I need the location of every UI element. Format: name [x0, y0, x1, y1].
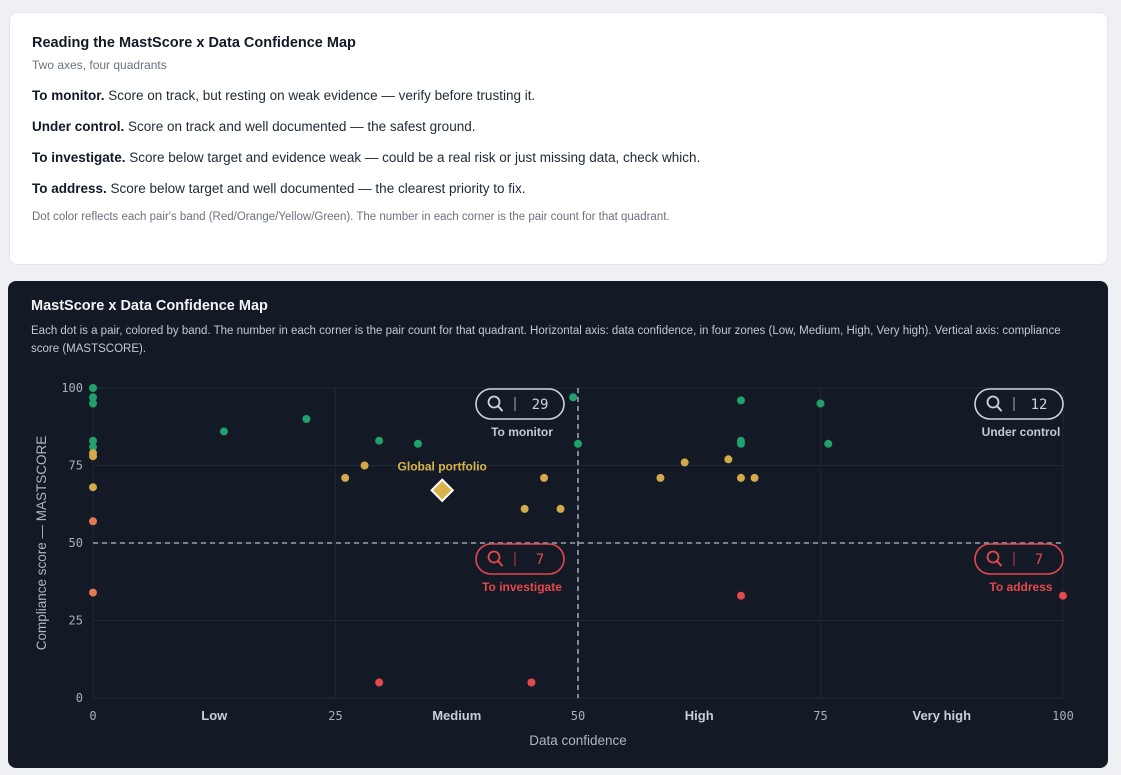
y-tick-label: 25	[69, 614, 83, 628]
quadrant-count: 7	[1035, 552, 1043, 568]
x-tick-label: 100	[1052, 709, 1074, 723]
data-point-yellow	[89, 452, 97, 461]
data-point-yellow	[736, 473, 745, 482]
data-point-yellow	[341, 473, 350, 482]
data-point-red	[736, 591, 745, 600]
portfolio-marker: Global portfolio	[398, 459, 487, 503]
quadrant-badge-control[interactable]: 12 Under control	[974, 388, 1064, 439]
badge-pill	[974, 543, 1064, 575]
y-tick-label: 100	[61, 381, 83, 395]
badge-pill	[475, 388, 565, 420]
guide-title: Reading the MastScore x Data Confidence …	[32, 35, 356, 51]
axis-ticks: 0 25 50 75 100 0 25 50 75 100	[61, 381, 1074, 723]
data-point-orange	[89, 588, 97, 597]
quadrant-guide-card: Reading the MastScore x Data Confidence …	[9, 12, 1108, 265]
zone-label: High	[685, 708, 714, 723]
guide-item-address: To address. Score below target and well …	[32, 181, 526, 196]
data-point-green	[89, 436, 97, 445]
data-point-green	[413, 439, 422, 448]
zone-label: Medium	[432, 708, 481, 723]
data-point-green	[89, 442, 97, 451]
data-point-yellow	[89, 483, 97, 492]
data-point-green	[219, 427, 228, 436]
data-point-green	[89, 393, 97, 402]
guide-subtitle: Two axes, four quadrants	[32, 58, 167, 72]
data-point-green	[736, 439, 745, 448]
data-point-red	[375, 678, 384, 687]
search-icon	[487, 550, 503, 567]
data-point-red	[1059, 591, 1067, 600]
guide-item-investigate: To investigate. Score below target and e…	[32, 150, 701, 165]
quadrant-label: To investigate	[482, 580, 562, 594]
search-icon	[487, 395, 503, 412]
search-icon	[986, 395, 1002, 412]
data-point-orange	[89, 517, 97, 526]
badge-pill	[974, 388, 1064, 420]
data-point-green	[574, 439, 582, 448]
x-tick-label: 75	[813, 709, 827, 723]
quadrant-label: Under control	[982, 425, 1061, 439]
quadrant-count: 7	[536, 552, 544, 568]
data-points	[89, 384, 1067, 687]
data-point-yellow	[680, 458, 689, 467]
data-point-yellow	[724, 455, 733, 464]
data-point-green	[736, 396, 745, 405]
guide-note: Dot color reflects each pair's band (Red…	[32, 211, 670, 223]
data-point-yellow	[520, 504, 529, 513]
data-point-yellow	[540, 473, 549, 482]
guide-item-monitor: To monitor. Score on track, but resting …	[32, 88, 536, 103]
map-card: 0 25 50 75 100 0 25 50 75 100 Low Medium High Very h…	[8, 281, 1108, 768]
data-point-green	[375, 436, 384, 445]
threshold-lines	[93, 388, 1063, 698]
search-icon	[986, 550, 1002, 567]
quadrant-count: 29	[532, 397, 549, 413]
quadrant-badge-investigate[interactable]: 7 To investigate	[475, 543, 565, 594]
data-point-yellow	[750, 473, 759, 482]
zone-label: Very high	[912, 708, 971, 723]
quadrant-count: 12	[1031, 397, 1048, 413]
data-point-yellow	[556, 504, 565, 513]
data-point-yellow	[360, 461, 369, 470]
data-point-green	[89, 399, 97, 408]
quadrant-badge-address[interactable]: 7 To address	[974, 543, 1064, 594]
map-description: Each dot is a pair, colored by band. The…	[31, 325, 1061, 355]
y-tick-label: 0	[76, 691, 83, 705]
x-tick-label: 50	[571, 709, 585, 723]
guide-item-control: Under control. Score on track and well d…	[32, 119, 476, 134]
data-point-green	[302, 415, 311, 423]
badge-pill	[475, 543, 565, 575]
x-tick-label: 0	[89, 709, 96, 723]
portfolio-label: Global portfolio	[398, 459, 487, 473]
zone-labels: Low Medium High Very high	[201, 708, 971, 723]
map-title: MastScore x Data Confidence Map	[31, 298, 268, 314]
y-tick-label: 50	[69, 536, 83, 550]
data-point-yellow	[656, 473, 665, 482]
portfolio-diamond	[430, 478, 455, 503]
y-tick-label: 75	[69, 459, 83, 473]
data-point-red	[527, 678, 536, 687]
data-point-green	[569, 393, 578, 402]
x-axis-label: Data confidence	[529, 733, 627, 748]
quadrant-badge-monitor[interactable]: 29 To monitor	[475, 388, 565, 439]
scatter-plot: 0 25 50 75 100 0 25 50 75 100 Low Medium High Very h…	[34, 381, 1074, 748]
x-tick-label: 25	[328, 709, 342, 723]
y-axis-label: Compliance score — MASTSCORE	[34, 436, 49, 651]
data-point-green	[89, 384, 97, 392]
quadrant-label: To address	[989, 580, 1052, 594]
data-point-green	[824, 439, 833, 448]
data-point-green	[816, 399, 825, 408]
quadrant-badges: 29 To monitor 12 Under control 7 To investiga…	[475, 388, 1064, 594]
zone-label: Low	[201, 708, 228, 723]
quadrant-label: To monitor	[491, 425, 553, 439]
